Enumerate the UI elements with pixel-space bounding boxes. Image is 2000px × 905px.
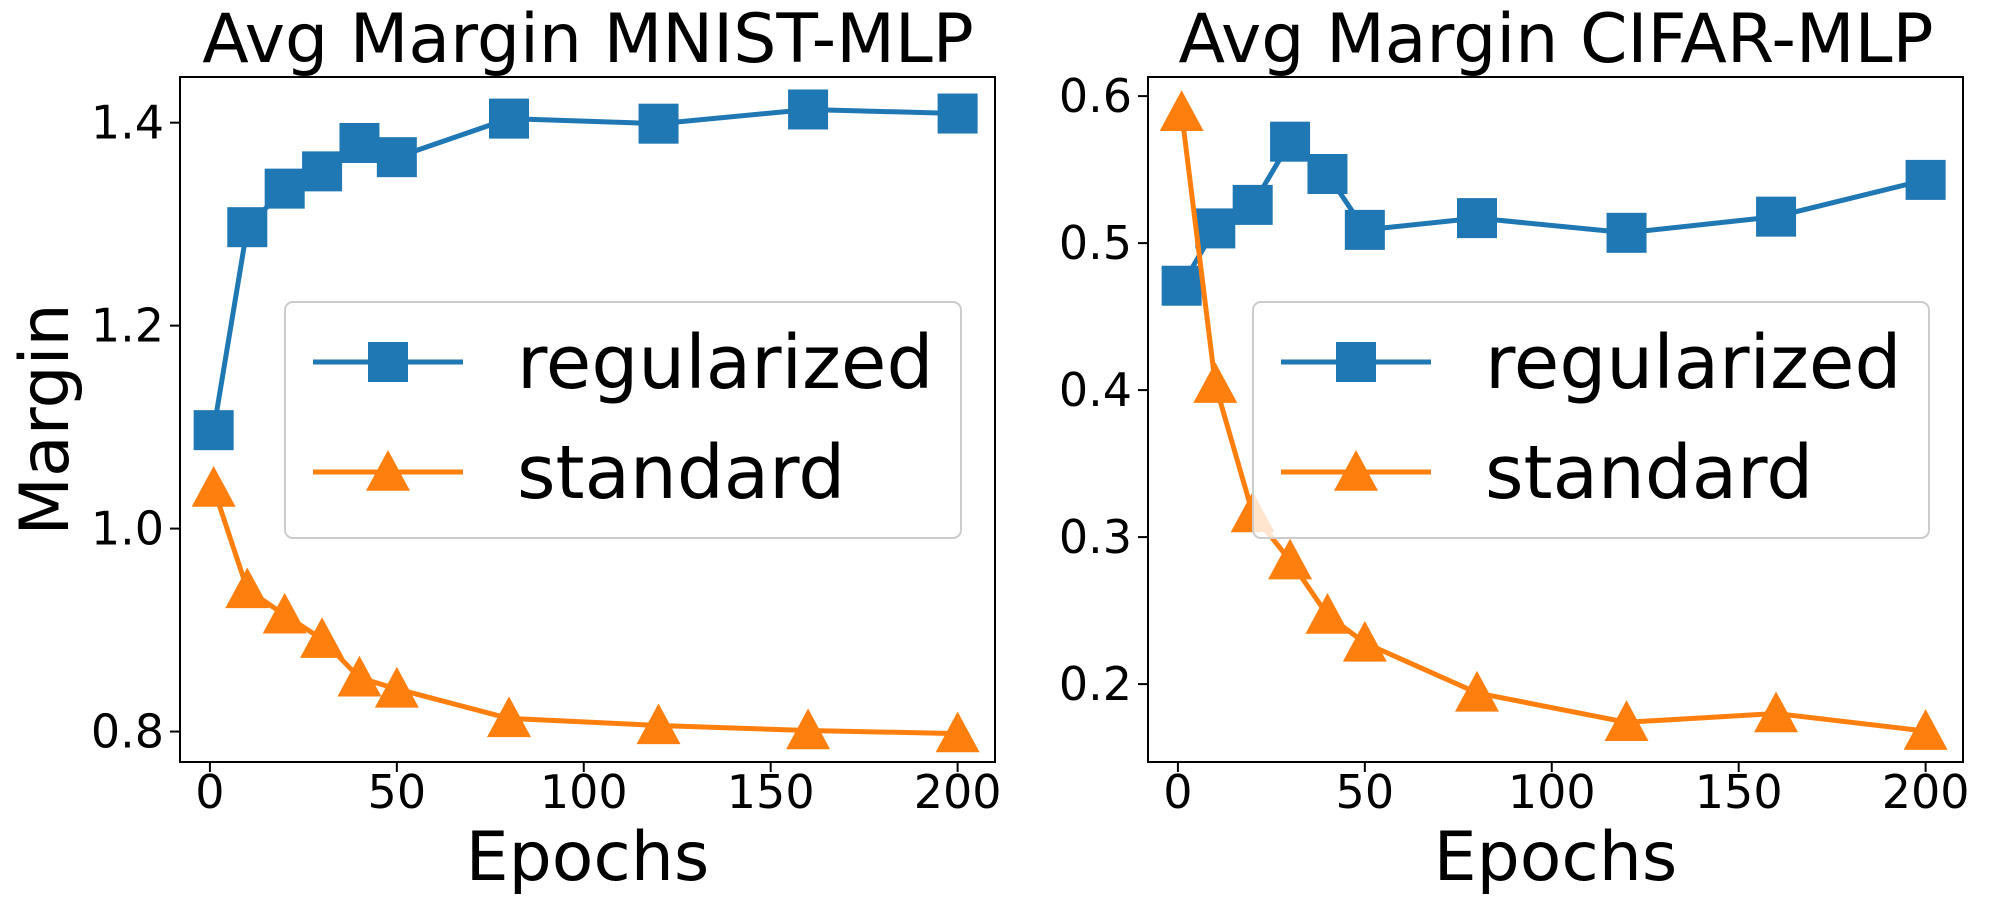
axes-frame — [1147, 76, 1964, 763]
data-point-standard — [374, 666, 419, 708]
y-tick-label: 1.0 — [91, 502, 164, 556]
data-point-standard — [1159, 90, 1204, 131]
data-point-regularized — [1161, 265, 1202, 306]
series-standard — [1159, 90, 1948, 750]
series-regularized — [1161, 121, 1946, 306]
x-tick-label: 50 — [1336, 765, 1395, 819]
x-tick-label: 200 — [914, 765, 1002, 819]
legend-marker-standard — [366, 450, 410, 491]
legend: regularized standard — [284, 301, 962, 539]
data-point-regularized — [302, 151, 343, 192]
series-standard — [191, 466, 980, 753]
data-point-standard — [300, 617, 345, 658]
y-tick-label: 1.4 — [91, 96, 164, 150]
x-tick-label: 200 — [1882, 765, 1970, 819]
data-point-standard — [191, 466, 236, 507]
legend-label-regularized: regularized — [1485, 320, 1901, 406]
data-point-regularized — [1905, 159, 1946, 200]
y-axis-label: Margin — [6, 303, 85, 535]
x-axis-label: Epochs — [1434, 818, 1678, 897]
data-point-regularized — [227, 207, 268, 248]
data-point-regularized — [1344, 209, 1385, 250]
series-line-regularized — [1179, 139, 1927, 287]
x-tick-label: 0 — [195, 765, 224, 819]
y-tick-label: 1.2 — [91, 299, 164, 353]
legend: regularized standard — [1252, 301, 1930, 539]
data-point-standard — [1268, 538, 1313, 580]
legend-marker-regularized — [368, 342, 408, 382]
data-point-standard — [1604, 700, 1649, 742]
data-point-regularized — [1307, 154, 1348, 195]
chart-title: Avg Margin CIFAR-MLP — [1179, 0, 1934, 79]
x-tick-label: 150 — [727, 765, 815, 819]
y-tick-label: 0.2 — [1059, 657, 1132, 711]
data-point-regularized — [1606, 212, 1647, 253]
data-point-regularized — [1195, 208, 1236, 249]
y-tick-label: 0.4 — [1059, 363, 1132, 417]
y-tick-label: 0.8 — [91, 705, 164, 759]
y-tick-label: 0.6 — [1059, 69, 1132, 123]
legend-label-regularized: regularized — [517, 320, 933, 406]
legend-label-standard: standard — [517, 430, 845, 516]
data-point-regularized — [193, 410, 234, 451]
chart-panel-0: Avg Margin MNIST-MLP 0 50 100 150 200 0.8 1.0 1.… — [6, 0, 1002, 897]
y-tick-label: 0.3 — [1059, 510, 1132, 564]
chart-title: Avg Margin MNIST-MLP — [202, 0, 974, 79]
data-point-standard — [1754, 691, 1799, 733]
x-tick-label: 100 — [540, 765, 628, 819]
x-tick-label: 100 — [1508, 765, 1596, 819]
data-point-standard — [935, 711, 980, 753]
x-axis-label: Epochs — [466, 818, 710, 897]
axes-frame — [179, 76, 996, 763]
legend-label-standard: standard — [1485, 430, 1813, 516]
legend-marker-standard — [1334, 450, 1378, 491]
data-point-regularized — [638, 103, 679, 144]
data-point-standard — [636, 703, 681, 745]
chart-panel-1: Avg Margin CIFAR-MLP 0 50 100 150 200 0.2 0.3 0.… — [1059, 0, 1970, 897]
data-point-standard — [225, 567, 270, 609]
data-point-regularized — [1232, 184, 1273, 225]
y-tick-label: 0.5 — [1059, 216, 1132, 270]
data-point-standard — [337, 655, 382, 697]
data-point-regularized — [264, 168, 305, 209]
data-point-standard — [262, 592, 307, 634]
x-tick-label: 50 — [368, 765, 427, 819]
x-tick-label: 150 — [1695, 765, 1783, 819]
data-point-standard — [1903, 709, 1948, 750]
data-point-regularized — [1270, 121, 1311, 162]
data-point-regularized — [937, 93, 978, 134]
series-regularized — [193, 89, 978, 451]
data-point-standard — [1193, 362, 1238, 403]
x-tick-label: 0 — [1163, 765, 1192, 819]
data-point-regularized — [488, 98, 529, 139]
data-point-standard — [1454, 670, 1499, 712]
data-point-regularized — [1456, 198, 1497, 239]
data-point-standard — [786, 708, 831, 750]
data-point-regularized — [788, 89, 829, 130]
data-point-regularized — [376, 137, 417, 178]
data-point-standard — [486, 696, 531, 738]
legend-marker-regularized — [1336, 342, 1376, 382]
data-point-standard — [1342, 620, 1387, 662]
data-point-regularized — [339, 122, 380, 163]
data-point-standard — [1305, 593, 1350, 634]
data-point-regularized — [1756, 196, 1797, 237]
